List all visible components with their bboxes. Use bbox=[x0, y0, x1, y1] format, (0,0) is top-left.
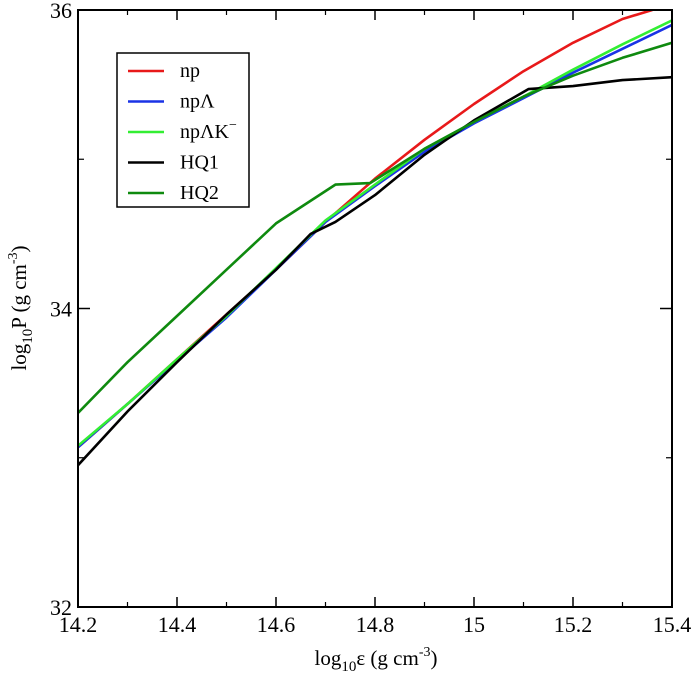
x-tick-label: 15.4 bbox=[653, 612, 692, 637]
series-line-hq1 bbox=[78, 75, 672, 467]
series-line-hq2 bbox=[78, 41, 672, 415]
x-tick-label: 14.4 bbox=[158, 612, 197, 637]
legend-label: npΛ bbox=[180, 91, 215, 113]
y-axis-label: log10P (g cm-3) bbox=[6, 245, 36, 370]
y-tick-label: 34 bbox=[50, 297, 72, 322]
legend-entry: npΛK− bbox=[128, 118, 237, 143]
legend-label: np bbox=[180, 60, 200, 82]
series-line-np-k bbox=[78, 19, 672, 448]
legend-label: HQ2 bbox=[180, 182, 219, 204]
x-tick-label: 15.2 bbox=[554, 612, 593, 637]
legend-entry: npΛ bbox=[128, 91, 215, 113]
legend-box bbox=[116, 52, 250, 208]
x-tick-label: 14.2 bbox=[59, 612, 98, 637]
tick-labels-layer: 14.2 14.4 14.6 14.8 15 15.2 15.4 32 34 36 bbox=[50, 0, 691, 637]
series-layer bbox=[78, 10, 672, 467]
legend-entry: HQ1 bbox=[128, 152, 219, 174]
legend: np npΛ npΛK− HQ1 HQ2 bbox=[116, 52, 250, 208]
x-tick-label: 15 bbox=[463, 612, 485, 637]
x-axis-label: log10ε (g cm-3) bbox=[315, 645, 438, 675]
legend-entries: np npΛ npΛK− HQ1 HQ2 bbox=[128, 60, 237, 204]
y-tick-label: 32 bbox=[50, 595, 72, 620]
y-tick-label: 36 bbox=[50, 0, 72, 23]
legend-entry: HQ2 bbox=[128, 182, 219, 204]
legend-entry: np bbox=[128, 60, 200, 82]
x-tick-label: 14.6 bbox=[257, 612, 296, 637]
legend-label: HQ1 bbox=[180, 152, 219, 174]
legend-label: npΛK− bbox=[180, 118, 237, 143]
x-tick-label: 14.8 bbox=[356, 612, 395, 637]
plot-frame bbox=[77, 9, 673, 608]
